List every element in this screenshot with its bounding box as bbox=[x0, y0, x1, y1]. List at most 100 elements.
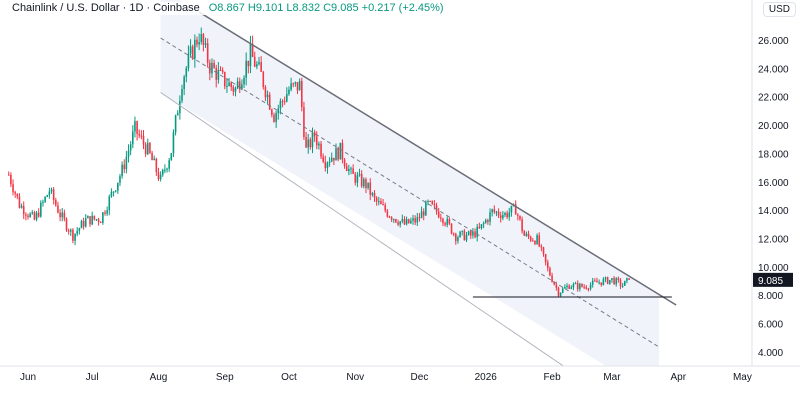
candle-body bbox=[189, 46, 192, 54]
candle-body bbox=[431, 201, 434, 205]
candle-body bbox=[181, 89, 183, 101]
candle-body bbox=[298, 81, 301, 91]
candle-body bbox=[80, 220, 83, 229]
candle-body bbox=[568, 285, 570, 289]
time-tick-label: Mar bbox=[603, 372, 621, 383]
candle-body bbox=[395, 219, 397, 223]
candle-body bbox=[626, 278, 628, 281]
candle-body bbox=[536, 235, 538, 245]
time-axis[interactable]: Jun Jul Aug Sep Oct Nov Dec 2026 Feb Mar Apr May bbox=[20, 372, 752, 383]
candle-body bbox=[504, 212, 506, 216]
candle-body bbox=[69, 229, 72, 232]
candle-body bbox=[296, 82, 299, 91]
candle-body bbox=[313, 132, 316, 137]
candle-body bbox=[249, 43, 252, 67]
candle-body bbox=[106, 210, 108, 214]
candle-body bbox=[527, 233, 530, 237]
candle-body bbox=[110, 191, 113, 197]
candle-body bbox=[174, 115, 177, 133]
currency-button[interactable]: USD bbox=[762, 2, 796, 17]
candle-body bbox=[420, 211, 423, 219]
candle-body bbox=[14, 192, 16, 194]
candle-body bbox=[164, 169, 166, 171]
price-tick-label: 22.000 bbox=[758, 93, 789, 104]
candle-body bbox=[493, 209, 496, 212]
candle-body bbox=[551, 275, 553, 282]
candle-body bbox=[256, 64, 258, 67]
time-tick-label: May bbox=[733, 372, 752, 383]
channel-lower-line[interactable] bbox=[160, 92, 599, 390]
candle-body bbox=[390, 217, 393, 220]
candle-body bbox=[371, 193, 374, 195]
candle-body bbox=[87, 216, 89, 219]
candle-body bbox=[67, 230, 70, 232]
last-price-label: 9.085 bbox=[758, 276, 783, 287]
candle-body bbox=[487, 220, 489, 222]
candle-body bbox=[243, 77, 245, 85]
candle-body bbox=[268, 94, 271, 110]
drawings[interactable] bbox=[160, 11, 677, 390]
price-tick-label: 16.000 bbox=[758, 178, 789, 189]
candle-body bbox=[300, 81, 303, 108]
candle-body bbox=[149, 143, 151, 153]
candle-body bbox=[238, 81, 241, 90]
candle-body bbox=[328, 161, 331, 163]
candle-body bbox=[29, 213, 31, 218]
candle-body bbox=[502, 215, 504, 219]
candle-body bbox=[623, 280, 626, 286]
candle-body bbox=[223, 72, 226, 87]
candle-body bbox=[469, 231, 472, 236]
candle-body bbox=[127, 150, 130, 157]
candle-body bbox=[397, 222, 399, 225]
symbol-title: Chainlink / U.S. Dollar · 1D · Coinbase bbox=[12, 2, 200, 14]
candle-body bbox=[290, 83, 292, 90]
price-tick-label: 24.000 bbox=[758, 64, 789, 75]
candle-body bbox=[373, 193, 376, 198]
candle-body bbox=[153, 158, 156, 161]
candle-body bbox=[251, 43, 254, 57]
candle-body bbox=[506, 212, 508, 218]
candle-body bbox=[519, 215, 521, 220]
candle-body bbox=[140, 135, 143, 137]
candle-body bbox=[232, 87, 235, 92]
candle-body bbox=[324, 161, 327, 168]
candle-body bbox=[168, 160, 170, 169]
candle-body bbox=[31, 212, 34, 214]
candle-body bbox=[283, 101, 286, 103]
candle-body bbox=[91, 215, 93, 225]
candle-body bbox=[476, 226, 478, 238]
candle-body bbox=[497, 211, 500, 216]
candle-body bbox=[386, 210, 389, 217]
candle-body bbox=[78, 228, 81, 231]
candle-body bbox=[367, 182, 369, 189]
candle-body bbox=[467, 231, 470, 235]
candle-body bbox=[418, 217, 421, 219]
candle-body bbox=[591, 280, 594, 285]
time-tick-label: Oct bbox=[281, 372, 297, 383]
time-tick-label: Jul bbox=[86, 372, 99, 383]
candle-body bbox=[555, 284, 558, 288]
symbol-legend: Chainlink / U.S. Dollar · 1D · Coinbase … bbox=[10, 2, 446, 15]
candle-body bbox=[157, 172, 160, 180]
candle-body bbox=[311, 132, 314, 148]
candle-body bbox=[117, 182, 119, 191]
candle-body bbox=[104, 212, 106, 214]
candle-body bbox=[204, 43, 207, 45]
candle-body bbox=[392, 219, 395, 221]
candle-body bbox=[166, 168, 168, 170]
candle-body bbox=[544, 254, 547, 263]
candle-body bbox=[403, 219, 406, 225]
candle-body bbox=[382, 204, 384, 206]
candle-body bbox=[587, 288, 590, 290]
time-tick-label: Feb bbox=[543, 372, 561, 383]
candle-body bbox=[410, 220, 412, 224]
price-axis[interactable]: 4.000 6.000 8.000 10.000 12.000 14.000 16.000 1… bbox=[753, 36, 793, 359]
channel-upper-line[interactable] bbox=[198, 11, 677, 306]
candle-body bbox=[191, 46, 194, 59]
candle-body bbox=[341, 142, 344, 160]
candle-body bbox=[598, 282, 600, 284]
candle-body bbox=[482, 222, 485, 225]
candle-body bbox=[202, 34, 205, 45]
candle-body bbox=[172, 132, 175, 154]
